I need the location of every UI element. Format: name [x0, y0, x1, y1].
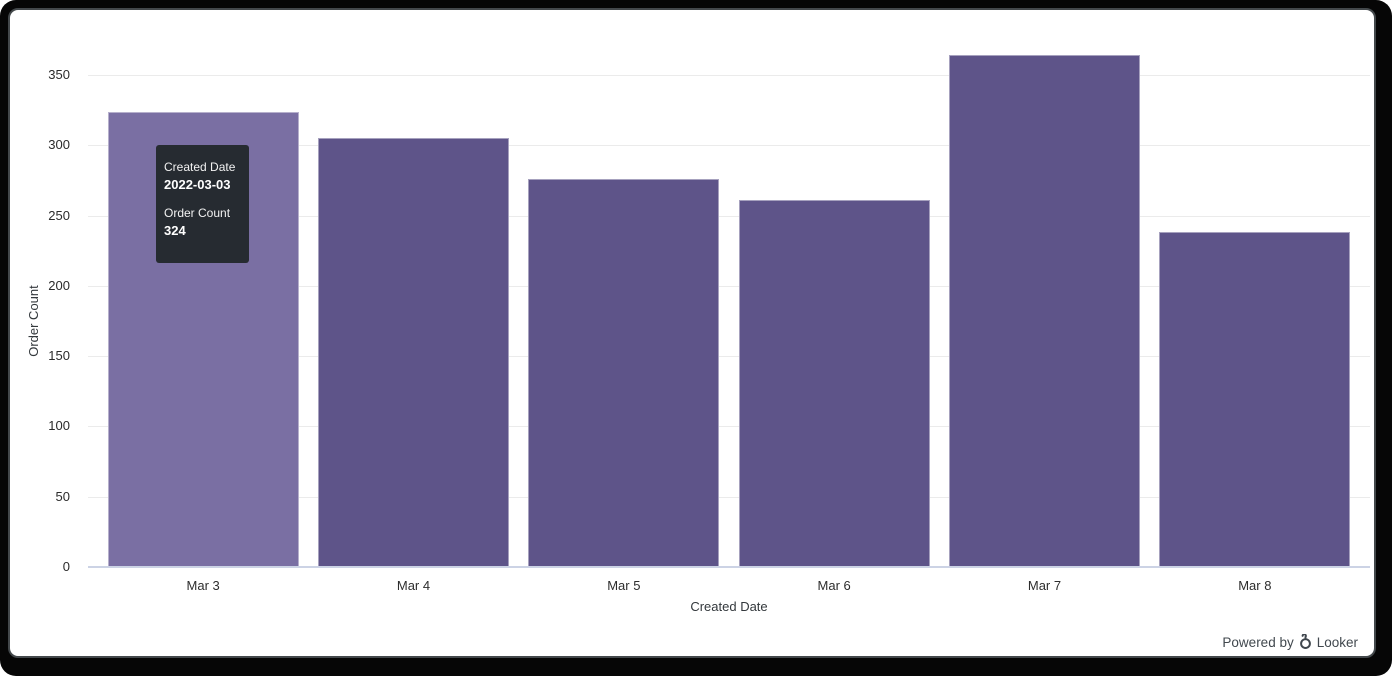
- tooltip-measure-label: Order Count: [164, 206, 231, 220]
- chart-canvas: Order Count Created Date Created Date 20…: [10, 10, 1374, 656]
- x-tick-label-mar-8: Mar 8: [1238, 578, 1272, 593]
- tooltip-measure-value: 324: [164, 223, 186, 238]
- powered-by-label: Powered by: [1222, 634, 1294, 650]
- y-tick-label-350: 350: [48, 67, 70, 82]
- bar-mar-7[interactable]: [949, 55, 1140, 567]
- x-tick-label-mar-6: Mar 6: [817, 578, 851, 593]
- looker-logo-icon: [1298, 634, 1313, 650]
- gridline-y-300: [88, 145, 1370, 147]
- gridline-y-200: [88, 285, 1370, 287]
- gridline-y-50: [88, 496, 1370, 498]
- x-axis-line: [88, 566, 1370, 568]
- gridline-y-250: [88, 215, 1370, 217]
- y-tick-label-100: 100: [48, 418, 70, 434]
- y-tick-label-250: 250: [48, 207, 70, 223]
- gridline-y-350: [88, 75, 1370, 76]
- y-tick-label-200: 200: [48, 277, 70, 293]
- gridline-y-150: [88, 356, 1370, 358]
- y-tick-label-150: 150: [48, 348, 70, 364]
- bar-mar-8[interactable]: [1159, 232, 1351, 567]
- bar-mar-4[interactable]: [318, 138, 509, 567]
- chart-tooltip: Created Date 2022-03-03 Order Count 324: [156, 145, 249, 263]
- x-tick-label-mar-7: Mar 7: [1027, 578, 1062, 593]
- tooltip-dimension-label: Created Date: [164, 160, 236, 174]
- x-axis-title: Created Date: [690, 599, 768, 614]
- brand-label: Looker: [1316, 634, 1358, 650]
- y-tick-label-0: 0: [62, 559, 70, 574]
- x-tick-label-mar-5: Mar 5: [607, 578, 641, 593]
- chart-card: Order Count Created Date Created Date 20…: [8, 8, 1376, 658]
- x-tick-label-mar-4: Mar 4: [396, 578, 431, 593]
- x-tick-label-mar-3: Mar 3: [186, 578, 220, 593]
- y-tick-label-300: 300: [48, 137, 70, 153]
- bar-mar-5[interactable]: [528, 179, 720, 567]
- bar-mar-6[interactable]: [738, 200, 930, 567]
- tooltip-dimension-value: 2022-03-03: [164, 177, 231, 192]
- powered-by-looker: Powered by Looker: [1222, 634, 1358, 650]
- gridline-y-100: [88, 426, 1370, 428]
- y-tick-label-50: 50: [55, 488, 70, 504]
